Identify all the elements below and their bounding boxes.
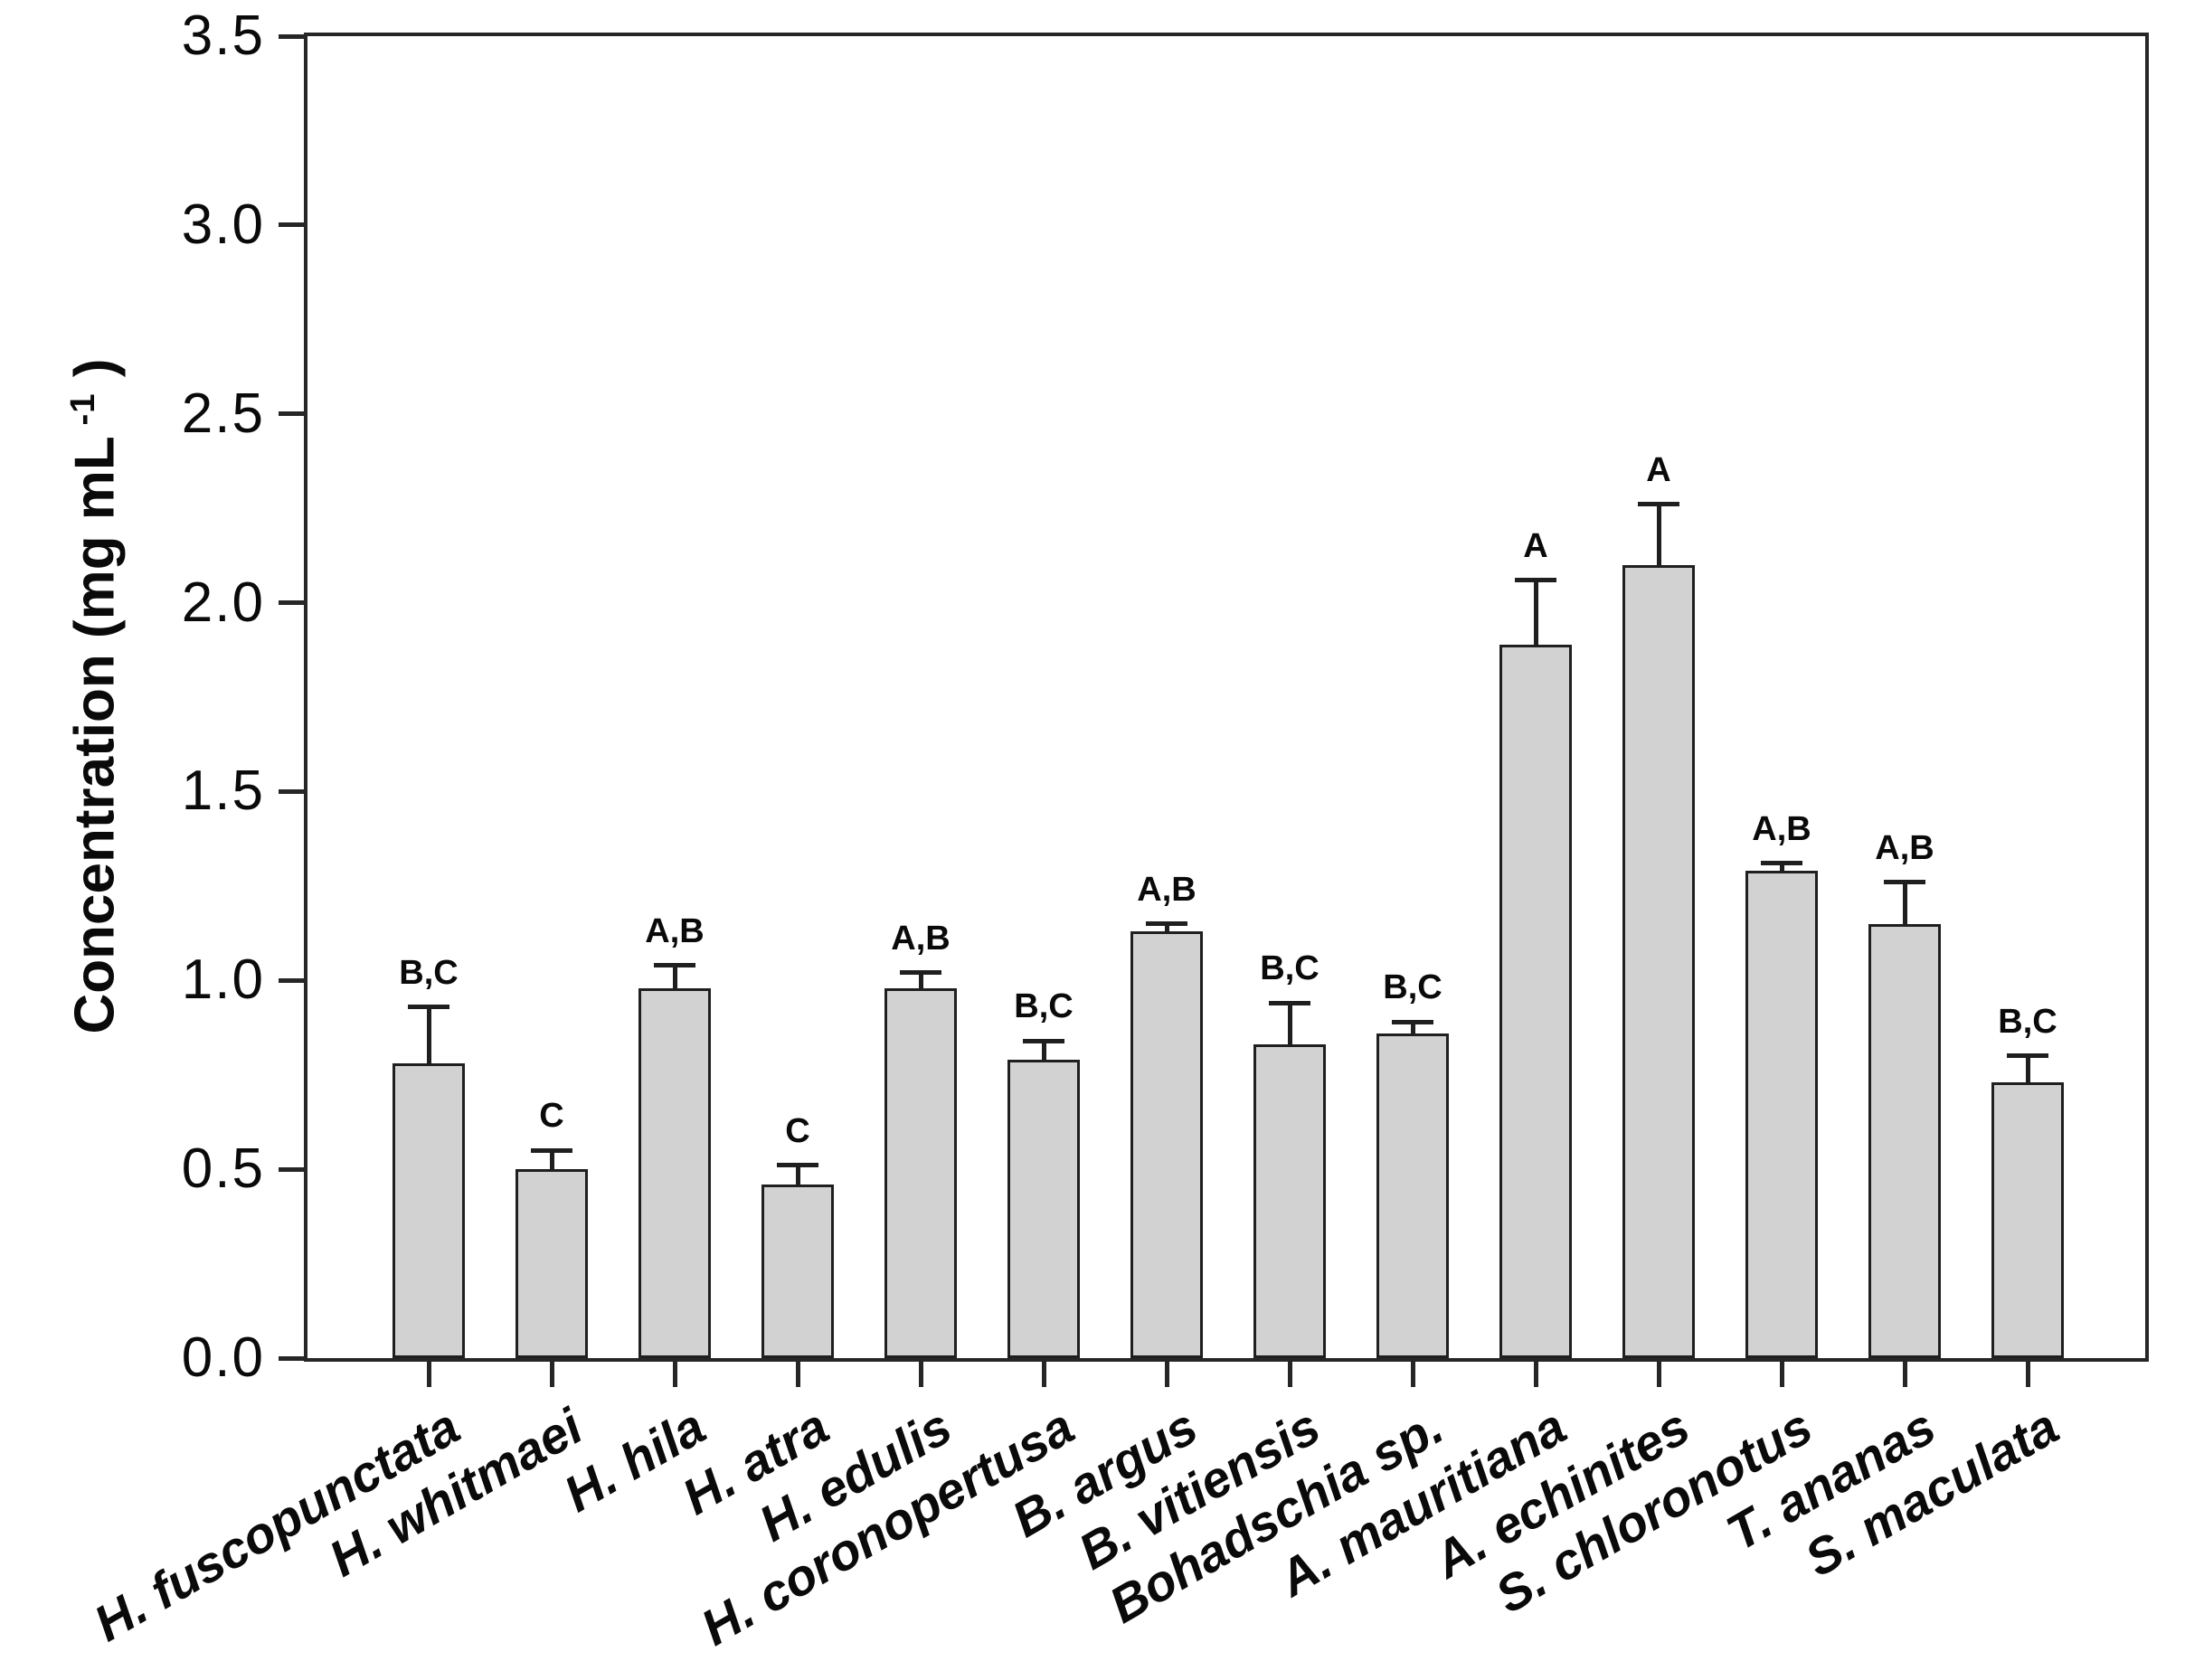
- bar-bohadschia-sp: [1376, 1033, 1449, 1358]
- error-bar-h-whitmaei: [549, 1150, 554, 1170]
- error-bar-cap-b-vitiensis: [1269, 1000, 1310, 1005]
- y-axis-title-text: Concentration (mg mL: [63, 436, 127, 1034]
- x-axis-tick: [1902, 1362, 1907, 1387]
- bar-h-edulis: [884, 987, 957, 1358]
- error-bar-cap-b-argus: [1146, 921, 1187, 927]
- significance-label-h-coronopertusa: B,C: [1014, 987, 1074, 1026]
- x-axis-tick: [549, 1362, 554, 1387]
- significance-label-s-chloronotus: A,B: [1752, 809, 1811, 848]
- y-axis-tick: [279, 977, 304, 983]
- significance-label-b-argus: A,B: [1137, 870, 1197, 909]
- significance-label-t-ananas: A,B: [1875, 828, 1934, 867]
- x-axis-tick: [672, 1362, 677, 1387]
- significance-label-s-maculata: B,C: [1998, 1002, 2057, 1041]
- bar-h-hila: [638, 987, 711, 1358]
- y-axis-tick: [279, 33, 304, 39]
- error-bar-t-ananas: [1902, 882, 1907, 924]
- error-bar-h-atra: [795, 1165, 800, 1184]
- x-axis-tick: [2025, 1362, 2030, 1387]
- y-axis-tick-label: 2.0: [181, 571, 265, 634]
- x-axis-tick: [795, 1362, 800, 1387]
- bar-t-ananas: [1868, 923, 1941, 1358]
- significance-label-h-fuscopunctata: B,C: [399, 953, 459, 992]
- bar-h-coronopertusa: [1007, 1060, 1080, 1358]
- error-bar-bohadschia-sp: [1410, 1022, 1415, 1033]
- y-axis-tick: [279, 788, 304, 794]
- x-axis-tick: [1533, 1362, 1538, 1387]
- error-bar-cap-t-ananas: [1884, 880, 1925, 885]
- y-axis-tick: [279, 600, 304, 606]
- error-bar-a-echinites: [1656, 504, 1661, 565]
- y-axis-tick-label: 0.5: [181, 1137, 265, 1201]
- error-bar-b-argus: [1164, 923, 1169, 931]
- bar-s-maculata: [1991, 1082, 2064, 1358]
- y-axis-tick-label: 1.0: [181, 949, 265, 1012]
- error-bar-h-hila: [672, 965, 677, 988]
- bar-s-chloronotus: [1745, 871, 1818, 1358]
- x-axis-tick: [1287, 1362, 1292, 1387]
- error-bar-cap-s-maculata: [2007, 1053, 2048, 1059]
- y-axis-tick-label: 3.5: [181, 5, 265, 67]
- bar-a-echinites: [1622, 564, 1695, 1358]
- x-axis-tick: [1041, 1362, 1046, 1387]
- significance-label-h-whitmaei: C: [539, 1097, 564, 1136]
- y-axis-tick: [279, 1166, 304, 1172]
- error-bar-cap-h-atra: [777, 1163, 818, 1168]
- error-bar-s-chloronotus: [1779, 863, 1784, 872]
- x-axis-tick: [1164, 1362, 1169, 1387]
- error-bar-b-vitiensis: [1287, 1003, 1292, 1045]
- bar-h-whitmaei: [516, 1169, 588, 1358]
- plot-area: [304, 33, 2149, 1362]
- error-bar-cap-h-edulis: [900, 970, 941, 976]
- significance-label-h-edulis: A,B: [891, 919, 951, 958]
- y-axis-tick: [279, 411, 304, 417]
- y-axis-tick-label: 1.5: [181, 760, 265, 823]
- error-bar-h-edulis: [918, 972, 923, 988]
- y-axis-tick-label: 2.5: [181, 382, 265, 445]
- error-bar-h-fuscopunctata: [426, 1006, 431, 1064]
- y-axis-tick-label: 0.0: [181, 1326, 265, 1389]
- significance-label-a-echinites: A: [1646, 450, 1671, 489]
- error-bar-cap-h-coronopertusa: [1023, 1038, 1064, 1043]
- x-axis-tick: [426, 1362, 431, 1387]
- y-axis-tick-label: 3.0: [181, 193, 265, 256]
- bar-b-vitiensis: [1253, 1044, 1326, 1358]
- error-bar-s-maculata: [2025, 1055, 2030, 1083]
- error-bar-cap-bohadschia-sp: [1392, 1019, 1433, 1024]
- error-bar-a-mauritiana: [1533, 580, 1538, 645]
- y-axis-tick: [279, 1355, 304, 1361]
- x-axis-tick: [1410, 1362, 1415, 1387]
- significance-label-b-vitiensis: B,C: [1260, 949, 1320, 988]
- y-axis-tick: [279, 222, 304, 228]
- x-axis-tick: [918, 1362, 923, 1387]
- bar-a-mauritiana: [1499, 644, 1572, 1358]
- bar-b-argus: [1130, 930, 1203, 1358]
- y-axis-title: Concentration (mg mL -1 ): [63, 358, 128, 1033]
- x-axis-tick: [1779, 1362, 1784, 1387]
- error-bar-cap-s-chloronotus: [1761, 861, 1802, 866]
- error-bar-h-coronopertusa: [1041, 1041, 1046, 1060]
- error-bar-cap-a-mauritiana: [1515, 578, 1556, 582]
- significance-label-bohadschia-sp: B,C: [1383, 968, 1442, 1007]
- error-bar-cap-h-fuscopunctata: [408, 1005, 449, 1010]
- error-bar-cap-h-hila: [654, 963, 695, 968]
- significance-label-a-mauritiana: A: [1523, 526, 1548, 565]
- significance-label-h-atra: C: [785, 1111, 810, 1150]
- x-axis-tick: [1656, 1362, 1661, 1387]
- bar-h-atra: [761, 1184, 834, 1358]
- bar-h-fuscopunctata: [393, 1063, 465, 1358]
- error-bar-cap-a-echinites: [1638, 502, 1679, 507]
- significance-label-h-hila: A,B: [645, 911, 705, 950]
- error-bar-cap-h-whitmaei: [531, 1147, 572, 1153]
